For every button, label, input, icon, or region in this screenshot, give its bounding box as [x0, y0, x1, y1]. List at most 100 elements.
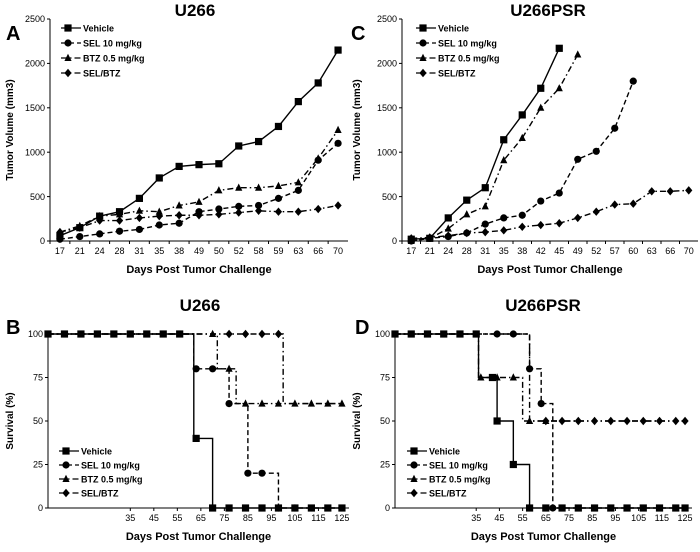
- data-point: [590, 416, 599, 426]
- panel-letter: A: [6, 23, 20, 45]
- data-point: [76, 232, 84, 241]
- legend-item: SEL/BTZ: [61, 69, 121, 79]
- data-point: [549, 504, 557, 512]
- x-tick-label: 28: [462, 246, 472, 256]
- x-tick-label: 57: [610, 246, 620, 256]
- data-point: [96, 230, 104, 238]
- data-point: [611, 124, 619, 132]
- y-tick-label: 2000: [25, 59, 45, 69]
- legend-marker: [64, 68, 72, 78]
- y-tick-label: 50: [33, 416, 43, 426]
- data-point: [241, 504, 250, 512]
- data-point: [96, 216, 104, 225]
- x-tick-label: 49: [573, 246, 583, 256]
- data-point: [592, 147, 600, 155]
- legend-item: BTZ 0.5 mg/kg: [59, 475, 143, 485]
- legend-item: SEL 10 mg/kg: [407, 461, 488, 471]
- x-tick-label: 63: [293, 246, 303, 256]
- x-tick-label: 35: [471, 513, 481, 523]
- x-tick-label: 31: [480, 246, 490, 256]
- data-point: [258, 469, 266, 477]
- data-point: [56, 227, 64, 237]
- x-tick-label: 45: [149, 513, 159, 523]
- y-tick-label: 50: [380, 416, 390, 426]
- y-tick-label: 75: [380, 373, 390, 383]
- legend-label: BTZ 0.5 mg/kg: [83, 54, 145, 64]
- x-tick-label: 21: [425, 246, 435, 256]
- data-point: [76, 223, 84, 232]
- data-point: [611, 200, 619, 209]
- legend-item: SEL 10 mg/kg: [61, 39, 142, 49]
- legend-label: SEL/BTZ: [83, 69, 121, 79]
- data-point: [334, 46, 342, 54]
- data-point: [294, 186, 302, 194]
- data-point: [135, 206, 143, 214]
- data-point: [648, 187, 656, 196]
- data-point: [444, 224, 452, 232]
- data-point: [477, 373, 485, 381]
- series-line: [411, 48, 560, 240]
- legend-item: Vehicle: [416, 24, 469, 34]
- data-point: [215, 186, 223, 194]
- legend-label: SEL/BTZ: [429, 489, 467, 499]
- x-tick-label: 59: [273, 246, 283, 256]
- data-point: [542, 416, 550, 426]
- data-point: [525, 504, 534, 512]
- data-point: [274, 207, 283, 216]
- chart-title: U266PSR: [505, 296, 581, 315]
- data-point: [500, 214, 508, 222]
- legend-marker: [419, 68, 427, 78]
- y-tick-label: 1500: [25, 103, 45, 113]
- data-point: [241, 329, 250, 339]
- data-point: [255, 206, 263, 216]
- data-point: [235, 202, 243, 210]
- panel-a: A U266 0 500 1000 1500 2000 2500 Tumor Volume …: [5, 1, 348, 276]
- x-tick-label: 65: [196, 513, 206, 523]
- x-tick-label: 60: [628, 246, 638, 256]
- data-point: [500, 136, 508, 144]
- x-tick-label: 17: [406, 246, 416, 256]
- y-tick-label: 0: [385, 503, 390, 513]
- data-point: [56, 235, 64, 243]
- data-point: [291, 399, 299, 407]
- data-point: [209, 365, 217, 373]
- data-point: [274, 122, 283, 131]
- panel-d: D U266PSR 0 25 50 75 100 Survival (%) Days Pos…: [352, 296, 693, 543]
- series-btz-0-5-mg-kg: [407, 50, 582, 244]
- data-point: [574, 504, 582, 512]
- legend-label: Vehicle: [81, 447, 112, 457]
- data-point: [672, 416, 680, 426]
- x-tick-label: 35: [125, 513, 135, 523]
- legend-marker: [410, 474, 418, 482]
- data-point: [225, 364, 233, 372]
- data-point: [255, 183, 263, 191]
- y-tick-label: 0: [38, 503, 43, 513]
- data-point: [509, 460, 517, 469]
- legend-item: BTZ 0.5 mg/kg: [407, 475, 491, 485]
- legend-marker: [64, 53, 72, 61]
- x-tick-label: 66: [665, 246, 675, 256]
- legend-label: BTZ 0.5 mg/kg: [438, 54, 500, 64]
- data-point: [592, 207, 600, 216]
- x-tick-label: 31: [134, 246, 144, 256]
- data-point: [500, 226, 508, 235]
- legend-label: Vehicle: [429, 447, 460, 457]
- x-tick-label: 115: [311, 513, 325, 523]
- data-point: [255, 137, 263, 146]
- data-point: [192, 365, 200, 373]
- y-tick-label: 0: [40, 236, 45, 246]
- data-point: [115, 216, 124, 225]
- data-point: [590, 504, 599, 512]
- data-point: [274, 399, 283, 407]
- series-sel-btz: [395, 333, 689, 426]
- data-point: [574, 213, 582, 223]
- data-point: [274, 181, 283, 189]
- data-point: [314, 79, 322, 87]
- legend-item: BTZ 0.5 mg/kg: [61, 54, 145, 64]
- x-axis-label: Days Post Tumor Challenge: [471, 531, 616, 543]
- series-line: [48, 333, 342, 405]
- x-tick-label: 24: [443, 246, 453, 256]
- x-tick-label: 63: [647, 246, 657, 256]
- y-tick-label: 100: [375, 329, 390, 339]
